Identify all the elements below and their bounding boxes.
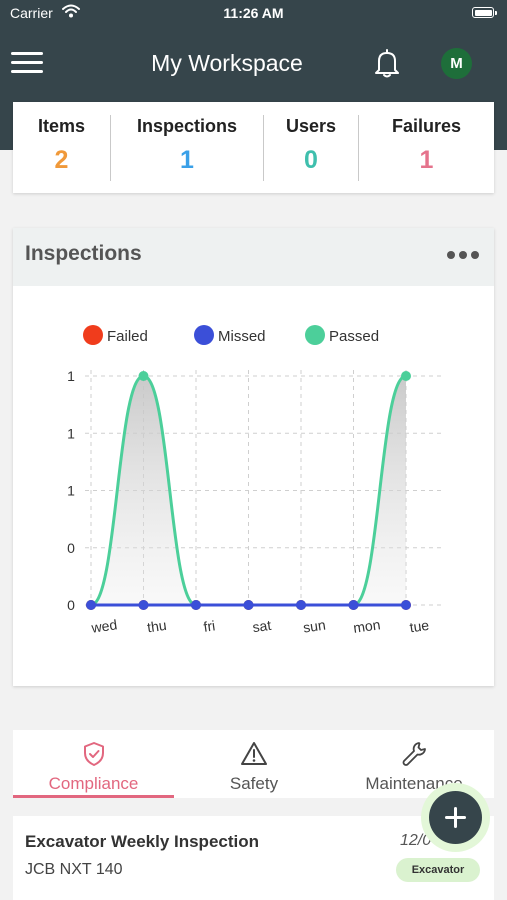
stats-card: Items 2 Inspections 1 Users 0 Failures 1 bbox=[13, 102, 494, 193]
tab-label: Compliance bbox=[48, 774, 139, 793]
stat-label: Inspections bbox=[136, 116, 238, 136]
item-date: 12/0 bbox=[400, 832, 432, 849]
list-item[interactable]: Excavator Weekly Inspection JCB NXT 140 … bbox=[13, 816, 494, 900]
y-tick-label: 1 bbox=[67, 425, 75, 441]
battery-icon bbox=[472, 7, 497, 18]
status-bar: Carrier 11:26 AM bbox=[0, 0, 507, 28]
stat-value: 1 bbox=[180, 146, 194, 174]
hamburger-icon[interactable] bbox=[11, 50, 43, 76]
stat-divider bbox=[263, 115, 264, 181]
more-dots-icon[interactable] bbox=[443, 246, 483, 262]
tab-compliance[interactable]: Compliance bbox=[13, 730, 174, 798]
stat-label: Items bbox=[37, 116, 86, 136]
data-point bbox=[401, 371, 411, 381]
x-tick-label: tue bbox=[409, 617, 431, 636]
x-tick-label: fri bbox=[202, 617, 216, 634]
item-subtitle: JCB NXT 140 bbox=[25, 861, 123, 878]
legend-label: Failed bbox=[107, 328, 148, 345]
data-point bbox=[243, 600, 254, 610]
item-tag: Excavator bbox=[396, 858, 480, 882]
stat-divider bbox=[358, 115, 359, 181]
carrier-label: Carrier bbox=[10, 5, 53, 21]
legend-marker bbox=[194, 325, 214, 345]
data-point bbox=[191, 600, 201, 610]
warning-triangle-icon bbox=[241, 742, 267, 765]
inspections-chart: 0 0 1 1 1 wed thu fri sat sun mon tue Failed Missed Pa… bbox=[67, 325, 445, 636]
stat-items[interactable]: Items 2 bbox=[13, 102, 110, 193]
active-tab-indicator bbox=[13, 795, 174, 798]
inspections-card: Inspections 0 0 1 1 1 wed thu fri sat sun mon tue Fa… bbox=[13, 228, 494, 686]
legend-marker bbox=[83, 325, 103, 345]
y-tick-label: 1 bbox=[67, 483, 75, 499]
inspections-card-header: Inspections bbox=[13, 228, 494, 286]
x-tick-label: thu bbox=[146, 617, 168, 636]
shield-check-icon bbox=[83, 742, 104, 766]
tab-label: Safety bbox=[229, 774, 279, 793]
wifi-icon bbox=[62, 4, 80, 18]
x-tick-label: sat bbox=[251, 617, 272, 635]
legend-label: Passed bbox=[329, 328, 379, 345]
tab-safety[interactable]: Safety bbox=[174, 730, 334, 798]
stat-value: 2 bbox=[54, 146, 69, 174]
bell-icon[interactable] bbox=[370, 46, 404, 80]
legend-marker bbox=[305, 325, 325, 345]
inspections-title: Inspections bbox=[25, 242, 142, 265]
plus-icon bbox=[429, 791, 482, 844]
avatar[interactable]: M bbox=[441, 48, 472, 79]
data-point bbox=[348, 600, 359, 610]
item-title: Excavator Weekly Inspection bbox=[25, 832, 260, 851]
data-point bbox=[86, 600, 96, 610]
data-point bbox=[138, 371, 149, 381]
wrench-icon bbox=[402, 742, 426, 766]
x-tick-label: sun bbox=[302, 617, 327, 636]
y-tick-label: 1 bbox=[67, 368, 75, 384]
data-point bbox=[296, 600, 306, 610]
data-point bbox=[138, 600, 149, 610]
series-area bbox=[91, 376, 406, 605]
stat-value: 1 bbox=[419, 146, 434, 174]
stat-label: Failures bbox=[391, 116, 462, 136]
category-tabs: Compliance Safety Maintenance bbox=[13, 730, 494, 798]
stat-label: Users bbox=[285, 116, 337, 136]
stat-divider bbox=[110, 115, 111, 181]
y-tick-label: 0 bbox=[67, 540, 75, 556]
data-point bbox=[401, 600, 411, 610]
stat-failures[interactable]: Failures 1 bbox=[359, 102, 494, 193]
x-tick-label: mon bbox=[352, 616, 381, 636]
add-button[interactable] bbox=[421, 783, 490, 852]
x-tick-label: wed bbox=[89, 616, 118, 636]
stat-value: 0 bbox=[304, 146, 318, 174]
stat-inspections[interactable]: Inspections 1 bbox=[111, 102, 263, 193]
y-tick-label: 0 bbox=[67, 597, 75, 613]
stat-users[interactable]: Users 0 bbox=[264, 102, 358, 193]
page-title: My Workspace bbox=[151, 50, 303, 76]
status-time: 11:26 AM bbox=[223, 5, 284, 21]
legend-label: Missed bbox=[218, 328, 266, 345]
